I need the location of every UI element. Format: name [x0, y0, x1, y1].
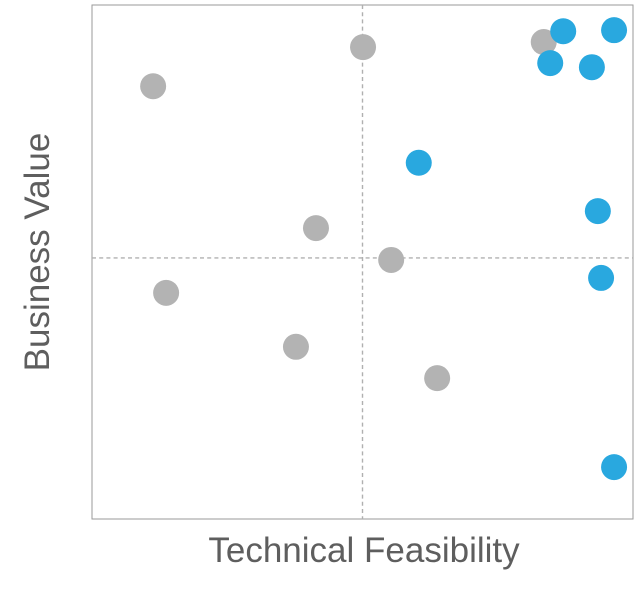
data-point-blue-items — [601, 17, 628, 44]
data-point-blue-items — [537, 50, 564, 77]
data-point-gray-items — [302, 215, 329, 242]
data-point-blue-items — [588, 264, 615, 291]
data-point-blue-items — [550, 18, 577, 45]
y-axis-label: Business Value — [18, 132, 57, 372]
data-point-gray-items — [153, 279, 180, 306]
data-point-gray-items — [282, 333, 309, 360]
data-point-blue-items — [405, 149, 432, 176]
data-point-gray-items — [350, 34, 377, 61]
x-axis-label: Technical Feasibility — [208, 531, 520, 570]
data-point-blue-items — [584, 198, 611, 225]
data-point-gray-items — [140, 73, 167, 100]
plot-border — [91, 4, 634, 520]
data-point-gray-items — [378, 246, 405, 273]
data-point-blue-items — [601, 454, 628, 481]
data-point-blue-items — [578, 54, 605, 81]
data-point-gray-items — [530, 29, 557, 56]
data-point-gray-items — [424, 365, 451, 392]
